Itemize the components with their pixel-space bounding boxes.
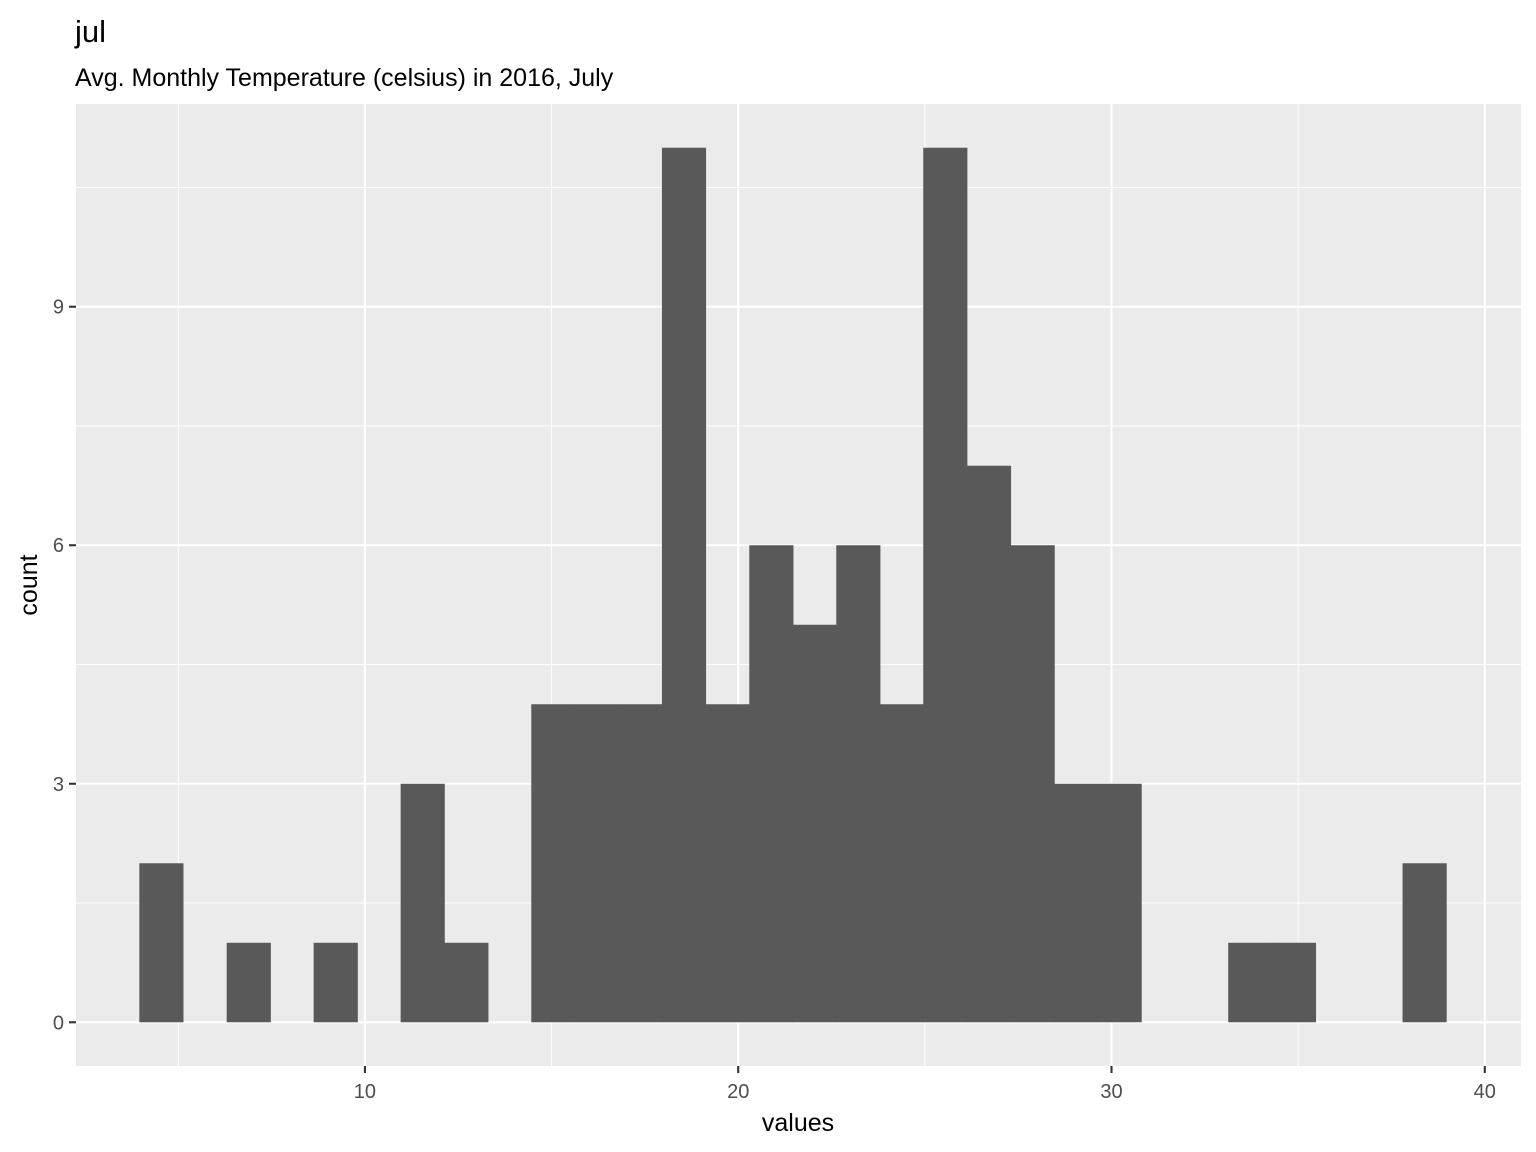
y-axis-title: count [15, 554, 43, 615]
histogram-bar [879, 704, 925, 1023]
y-tick-label: 6 [53, 535, 64, 557]
histogram-bar [226, 942, 271, 1023]
histogram-bar [531, 704, 576, 1023]
histogram-bars [139, 147, 1447, 1023]
chart-subtitle: Avg. Monthly Temperature (celsius) in 20… [75, 64, 614, 92]
histogram-bar [923, 147, 968, 1023]
y-tick-label: 0 [53, 1012, 64, 1034]
histogram-bar [966, 465, 1012, 1023]
y-axis: 0 3 6 9 [53, 297, 76, 1034]
y-tick-label: 3 [53, 774, 64, 796]
histogram-bar [749, 545, 794, 1023]
x-tick-label: 30 [1100, 1081, 1122, 1103]
histogram-bar [792, 624, 837, 1023]
histogram-bar [1097, 783, 1142, 1023]
histogram-bar [444, 942, 489, 1023]
histogram-bar [1271, 942, 1317, 1023]
chart-title: jul [74, 14, 106, 49]
histogram-bar [618, 704, 663, 1023]
x-tick-label: 20 [727, 1081, 749, 1103]
y-tick-label: 9 [53, 297, 64, 319]
histogram-bar [139, 863, 184, 1023]
histogram-bar [400, 783, 445, 1023]
histogram-bar [313, 942, 358, 1023]
histogram-bar [574, 704, 620, 1023]
histogram-bar [1402, 863, 1447, 1023]
histogram-bar [1053, 783, 1099, 1023]
histogram-bar [1010, 545, 1055, 1023]
histogram-bar [836, 545, 881, 1023]
histogram-bar [661, 147, 707, 1023]
x-axis-title: values [762, 1109, 834, 1137]
histogram-bar [1228, 942, 1273, 1023]
histogram-bar [705, 704, 750, 1023]
x-tick-label: 10 [354, 1081, 376, 1103]
x-tick-label: 40 [1474, 1081, 1496, 1103]
x-axis: 10 20 30 40 [354, 1066, 1496, 1103]
